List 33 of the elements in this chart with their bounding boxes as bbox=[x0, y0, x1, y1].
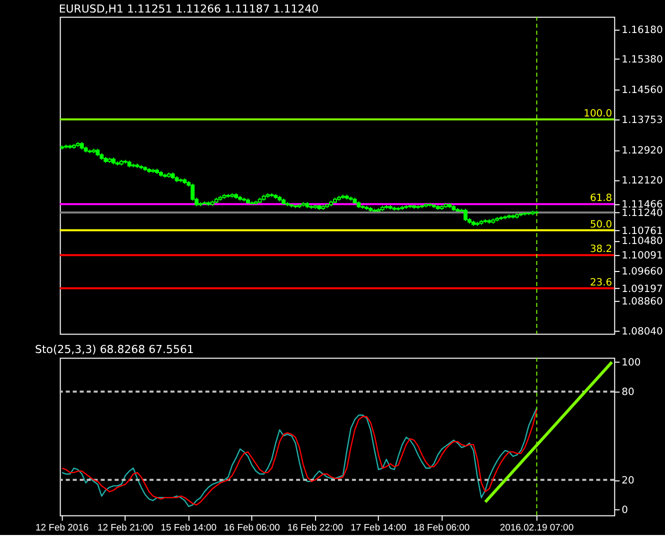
x-tick-label: 2016.02.19 07:00 bbox=[500, 522, 574, 534]
x-tick-label: 18 Feb 06:00 bbox=[414, 522, 470, 534]
y-tick-label: 1.10091 bbox=[622, 250, 663, 262]
x-tick-label: 17 Feb 14:00 bbox=[350, 522, 406, 534]
y-tick-label: 1.14560 bbox=[622, 84, 663, 96]
y-tick-label: 80 bbox=[622, 387, 634, 398]
annotation: 23.6 bbox=[590, 277, 612, 288]
y-tick-label: 1.12120 bbox=[622, 175, 663, 186]
x-tick-label: 15 Feb 14:00 bbox=[160, 522, 217, 534]
y-tick-label: 1.09197 bbox=[622, 284, 663, 295]
y-tick-label: 1.12920 bbox=[622, 146, 663, 157]
x-tick-label: 16 Feb 06:00 bbox=[224, 522, 280, 534]
x-tick-label: 12 Feb 21:00 bbox=[97, 522, 154, 534]
y-tick-label: 1.09660 bbox=[622, 266, 663, 278]
chart-title: Sto(25,3,3) 68.8268 67.5561 bbox=[35, 343, 194, 356]
y-tick-label: 1.10761 bbox=[622, 226, 663, 237]
x-tick-label: 12 Feb 2016 bbox=[36, 522, 89, 534]
y-tick-label: 1.11240 bbox=[622, 208, 663, 220]
y-tick-label: 1.16180 bbox=[622, 24, 663, 36]
x-tick-label: 16 Feb 22:00 bbox=[287, 522, 344, 534]
y-tick-label: 1.08860 bbox=[622, 296, 663, 308]
y-tick-label: 0 bbox=[622, 504, 628, 516]
annotation: 38.2 bbox=[590, 244, 612, 256]
y-tick-label: 1.08040 bbox=[622, 326, 663, 338]
annotation: 61.8 bbox=[590, 193, 612, 204]
y-tick-label: 100 bbox=[622, 358, 641, 369]
y-tick-label: 20 bbox=[622, 475, 634, 486]
y-tick-label: 1.13753 bbox=[622, 114, 663, 126]
annotation: 50.0 bbox=[590, 219, 612, 230]
y-tick-label: 1.10480 bbox=[622, 236, 663, 248]
chart-title: EURUSD,H1 1.11251 1.11266 1.11187 1.11240 bbox=[58, 2, 319, 16]
annotation: 100.0 bbox=[584, 108, 612, 120]
y-tick-label: 1.15380 bbox=[622, 54, 663, 66]
